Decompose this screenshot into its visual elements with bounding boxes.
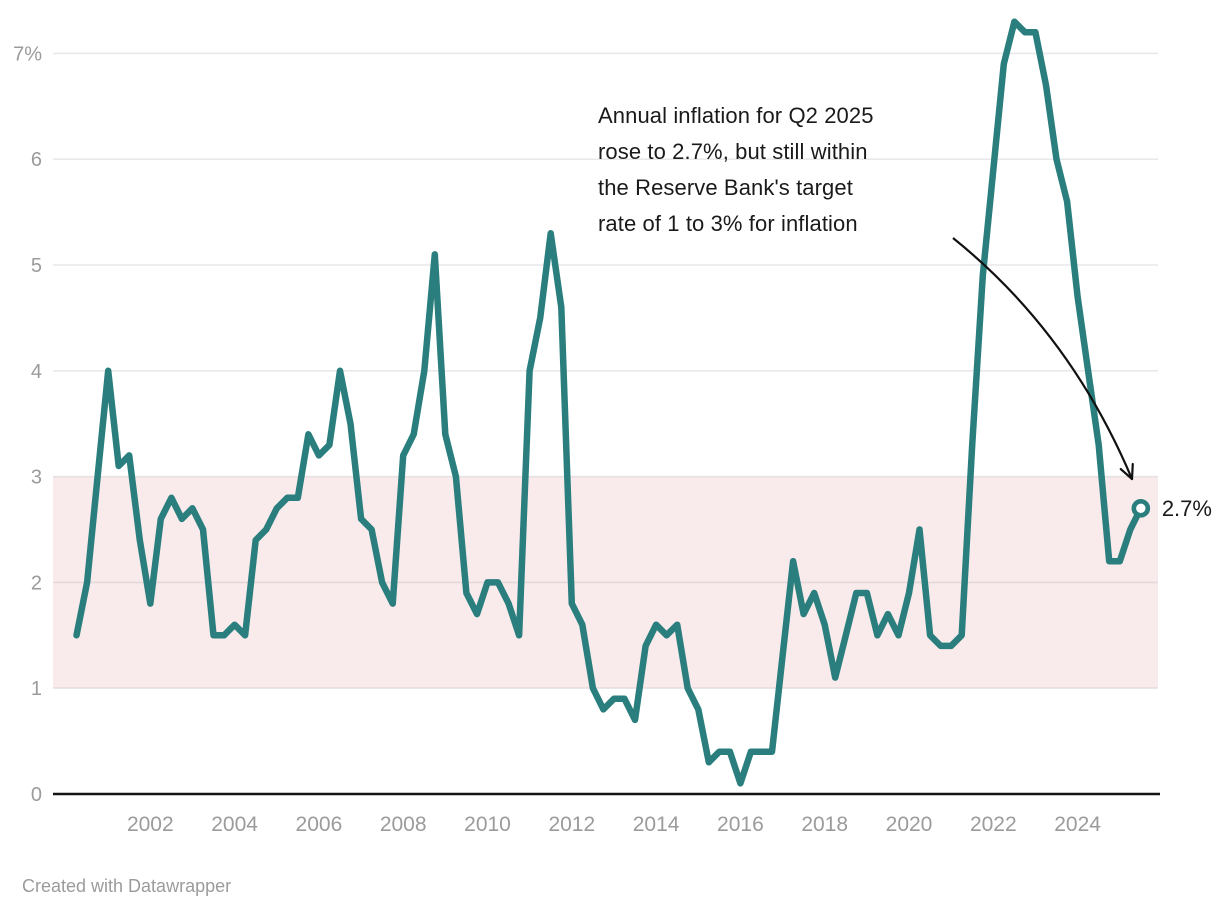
x-tick-label: 2010	[464, 813, 511, 836]
annotation-line: the Reserve Bank's target	[598, 175, 853, 200]
y-tick-label: 6	[31, 149, 42, 171]
chart-annotation: Annual inflation for Q2 2025 rose to 2.7…	[598, 98, 978, 242]
x-tick-label: 2006	[296, 813, 343, 836]
annotation-arrowhead	[1119, 467, 1134, 481]
annotation-line: Annual inflation for Q2 2025	[598, 103, 874, 128]
y-tick-label: 4	[31, 361, 42, 383]
x-tick-label: 2018	[801, 813, 848, 836]
annotation-arrow	[952, 237, 1134, 480]
end-point-marker	[1131, 499, 1151, 518]
x-tick-label: 2012	[548, 813, 595, 836]
annotation-arrowhead	[1130, 462, 1134, 481]
x-tick-label: 2020	[886, 813, 933, 836]
y-tick-label: 2	[31, 572, 42, 594]
x-tick-label: 2008	[380, 813, 427, 836]
annotation-line: rose to 2.7%, but still within	[598, 139, 868, 164]
y-tick-label: 1	[31, 678, 42, 700]
x-tick-label: 2024	[1054, 813, 1101, 836]
end-value-label: 2.7%	[1162, 496, 1212, 521]
y-tick-label: 3	[31, 467, 42, 489]
y-tick-label: 5	[31, 255, 42, 277]
y-tick-label: 0	[31, 784, 42, 806]
annotation-line: rate of 1 to 3% for inflation	[598, 211, 858, 236]
y-tick-label: 7%	[13, 43, 42, 65]
x-tick-label: 2002	[127, 813, 174, 836]
x-tick-label: 2004	[211, 813, 258, 836]
x-tick-label: 2014	[633, 813, 680, 836]
x-tick-label: 2022	[970, 813, 1017, 836]
inflation-line	[73, 18, 1145, 787]
datawrapper-credit: Created with Datawrapper	[22, 876, 232, 896]
x-tick-label: 2016	[717, 813, 764, 836]
target-band	[53, 476, 1158, 689]
